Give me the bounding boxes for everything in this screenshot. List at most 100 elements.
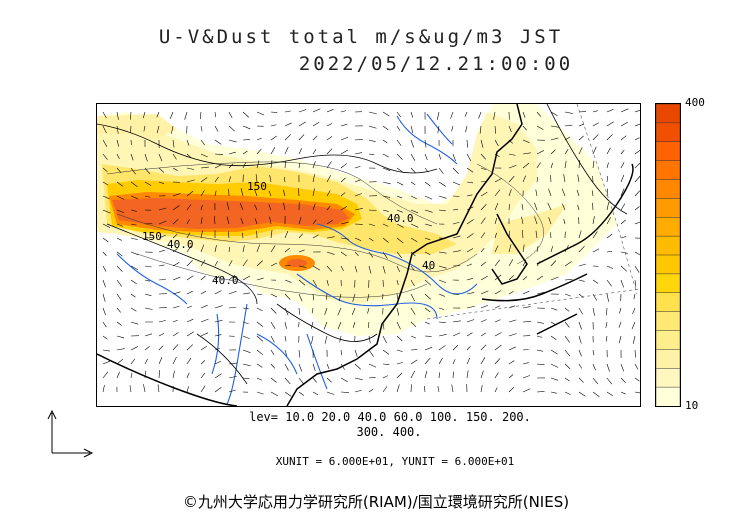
wind-vector — [158, 345, 164, 351]
wind-vector — [157, 384, 160, 393]
wind-vector — [466, 278, 474, 281]
wind-vector — [606, 293, 609, 302]
color-scale-step — [656, 198, 680, 218]
wind-vector — [508, 259, 514, 267]
wind-vector — [494, 332, 502, 337]
wind-vector — [158, 207, 167, 211]
wind-vector — [116, 251, 123, 257]
wind-vector — [620, 219, 626, 225]
contour-label: 150 — [142, 230, 162, 243]
wind-vector — [214, 260, 218, 267]
wind-vector — [578, 279, 585, 282]
dust-map: 150 40.0 150 40.0 40.0 40 — [96, 103, 641, 407]
wind-vector — [618, 335, 622, 344]
wind-vector — [228, 151, 237, 155]
wind-vector — [172, 153, 177, 160]
wind-vector — [158, 307, 167, 309]
wind-vector — [326, 109, 334, 113]
wind-vector — [564, 307, 570, 312]
wind-vector — [561, 188, 566, 197]
wind-vector — [298, 307, 300, 315]
wind-vector — [410, 265, 415, 271]
wind-vector — [186, 190, 194, 197]
wind-vector — [214, 111, 217, 118]
wind-vector — [578, 293, 584, 298]
rivers — [116, 113, 478, 405]
wind-vector — [158, 357, 163, 365]
wind-vector — [550, 125, 559, 128]
wind-vector — [340, 110, 347, 113]
wind-vector — [102, 349, 110, 352]
scale-max-label: 400 — [685, 96, 705, 109]
wind-vector — [256, 349, 264, 356]
wind-vector — [522, 139, 530, 143]
wind-vector — [438, 293, 445, 297]
wind-vector — [228, 246, 231, 253]
wind-vector — [564, 160, 567, 169]
wind-vector — [368, 377, 376, 379]
wind-vector — [634, 206, 640, 211]
wind-vector — [269, 175, 272, 183]
wind-vector — [452, 208, 459, 211]
wind-vector — [130, 372, 133, 379]
wind-vector — [256, 277, 264, 281]
wind-vector — [424, 321, 430, 325]
wind-vector — [186, 357, 192, 365]
wind-vector — [311, 307, 314, 314]
wind-vector — [438, 209, 446, 212]
wind-vector — [270, 147, 276, 155]
wind-vector — [200, 153, 208, 158]
wind-vector — [130, 307, 137, 312]
wind-vector — [254, 204, 258, 211]
wind-vector — [438, 345, 446, 351]
wind-vector — [326, 265, 333, 272]
wind-vector — [312, 391, 319, 396]
wind-vector — [577, 174, 580, 183]
wind-vector — [340, 221, 349, 225]
wind-vector — [270, 321, 276, 329]
wind-vector — [242, 111, 250, 118]
wind-vector — [508, 319, 517, 323]
wind-vector — [298, 109, 307, 113]
wind-vector — [340, 251, 347, 257]
wind-vector — [396, 139, 402, 146]
wind-vector — [242, 245, 245, 253]
wind-vector — [508, 175, 515, 183]
wind-vector — [284, 247, 290, 253]
wind-vector — [172, 344, 179, 351]
wind-vector — [172, 356, 177, 365]
wind-vector — [424, 265, 432, 271]
wind-vector — [354, 389, 362, 393]
wind-vector — [116, 195, 125, 200]
wind-vector — [340, 149, 349, 155]
wind-vector — [270, 377, 277, 383]
wind-vector — [634, 349, 636, 358]
wind-vector — [312, 234, 319, 239]
wind-vector — [326, 220, 333, 225]
wind-vector — [200, 190, 205, 197]
wind-vector — [606, 175, 609, 183]
wind-vector — [144, 195, 151, 198]
wind-vector — [228, 125, 235, 132]
wind-vector — [480, 357, 486, 365]
wind-vector — [564, 279, 573, 281]
wind-vector — [368, 363, 377, 368]
wind-vector — [494, 202, 499, 211]
wind-vector — [256, 363, 263, 368]
wind-vector — [480, 232, 486, 239]
wind-vector — [480, 167, 487, 171]
wind-vector — [270, 230, 273, 239]
wind-vector — [480, 319, 487, 323]
wind-vector — [452, 345, 459, 351]
wind-vector — [172, 305, 180, 309]
wind-vector — [634, 377, 640, 382]
wind-vector — [214, 153, 223, 155]
wind-vector — [550, 137, 559, 141]
wind-vector — [508, 275, 515, 281]
wind-vector — [102, 237, 109, 243]
wind-vector — [172, 332, 179, 337]
wind-vector — [424, 357, 431, 365]
wind-vector — [298, 233, 303, 239]
reference-vector-axes — [47, 409, 94, 458]
wind-vector — [158, 153, 163, 162]
